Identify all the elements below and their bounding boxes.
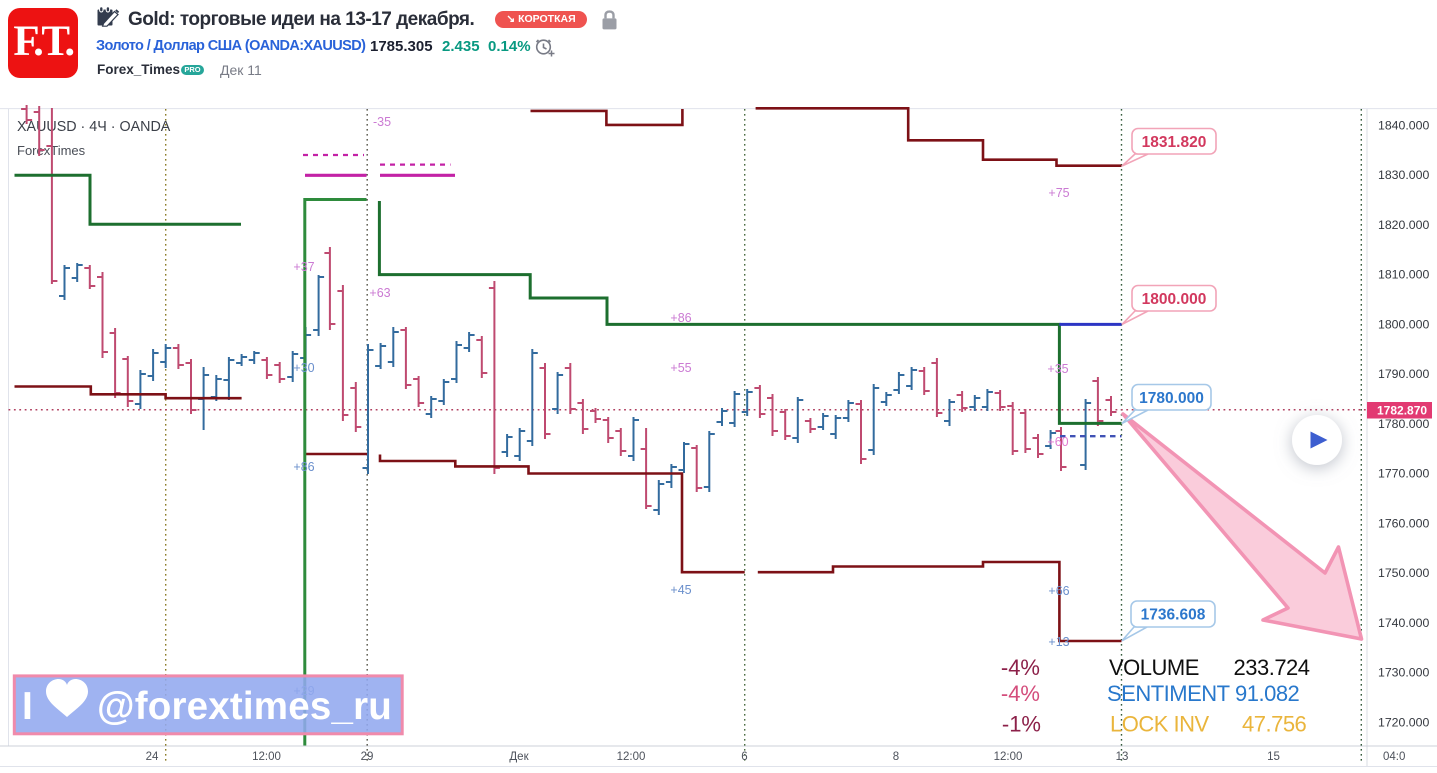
svg-text:1800.000: 1800.000: [1142, 291, 1207, 308]
svg-text:-4%: -4%: [1001, 681, 1040, 706]
svg-text:+63: +63: [369, 286, 390, 300]
svg-text:I: I: [22, 685, 33, 728]
svg-text:12:00: 12:00: [617, 751, 646, 763]
svg-text:LOCK INV: LOCK INV: [1110, 712, 1210, 737]
svg-text:+30: +30: [293, 361, 314, 375]
svg-text:8: 8: [893, 751, 899, 763]
svg-text:-1%: -1%: [1002, 712, 1041, 737]
svg-text:13: 13: [1116, 751, 1129, 763]
svg-text:1730.000: 1730.000: [1378, 666, 1429, 680]
svg-text:Дек: Дек: [509, 751, 529, 763]
svg-text:1760.000: 1760.000: [1378, 516, 1429, 530]
svg-text:+75: +75: [1048, 186, 1069, 200]
svg-text:+55: +55: [670, 361, 691, 375]
svg-text:12:00: 12:00: [994, 751, 1023, 763]
svg-text:1790.000: 1790.000: [1378, 367, 1429, 381]
svg-text:1770.000: 1770.000: [1378, 467, 1429, 481]
svg-text:29: 29: [361, 751, 374, 763]
svg-text:1840.000: 1840.000: [1378, 118, 1429, 132]
svg-text:+13: +13: [1048, 635, 1069, 649]
svg-text:+86: +86: [293, 460, 314, 474]
svg-text:1780.000: 1780.000: [1378, 417, 1429, 431]
svg-text:SENTIMENT: SENTIMENT: [1107, 681, 1230, 706]
svg-text:+86: +86: [670, 311, 691, 325]
svg-text:1736.608: 1736.608: [1141, 607, 1206, 624]
svg-text:1782.870: 1782.870: [1377, 404, 1427, 418]
svg-text:1740.000: 1740.000: [1378, 616, 1429, 630]
svg-text:1830.000: 1830.000: [1378, 168, 1429, 182]
svg-text:+37: +37: [293, 260, 314, 274]
svg-text:+66: +66: [1048, 584, 1069, 598]
svg-text:1800.000: 1800.000: [1378, 317, 1429, 331]
svg-text:1810.000: 1810.000: [1378, 268, 1429, 282]
svg-text:6: 6: [741, 751, 747, 763]
svg-text:1750.000: 1750.000: [1378, 566, 1429, 580]
svg-text:233.724: 233.724: [1234, 655, 1310, 680]
svg-text:+45: +45: [670, 583, 691, 597]
svg-text:-35: -35: [373, 115, 391, 129]
svg-text:04:0: 04:0: [1383, 751, 1405, 763]
svg-text:1780.000: 1780.000: [1139, 390, 1204, 407]
svg-text:+35: +35: [1047, 362, 1068, 376]
svg-text:12:00: 12:00: [252, 751, 281, 763]
svg-text:VOLUME: VOLUME: [1109, 655, 1199, 680]
svg-text:-4%: -4%: [1001, 655, 1040, 680]
svg-text:1720.000: 1720.000: [1378, 715, 1429, 729]
svg-text:15: 15: [1267, 751, 1280, 763]
svg-text:1831.820: 1831.820: [1142, 134, 1207, 151]
svg-text:@forextimes_ru: @forextimes_ru: [97, 685, 392, 728]
svg-text:91.082: 91.082: [1235, 681, 1300, 706]
svg-text:24: 24: [146, 751, 159, 763]
svg-text:1820.000: 1820.000: [1378, 218, 1429, 232]
svg-text:47.756: 47.756: [1242, 712, 1307, 737]
svg-text:+60: +60: [1047, 435, 1068, 449]
svg-text:XAUUSD · 4Ч · OANDA: XAUUSD · 4Ч · OANDA: [17, 119, 171, 135]
